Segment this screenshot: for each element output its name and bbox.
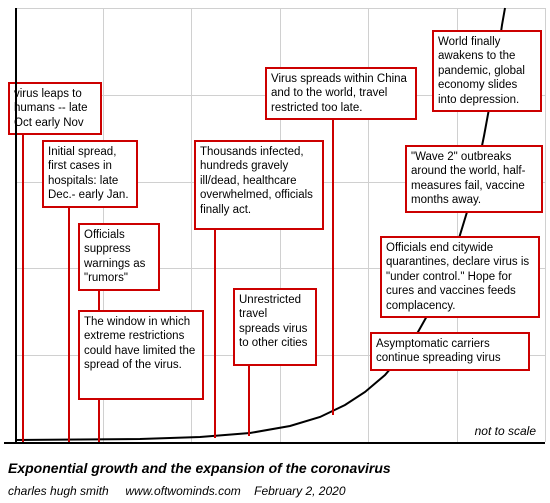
chart-container: virus leaps to humans -- late Oct early … — [0, 0, 550, 503]
connector-unrestricted-travel — [248, 366, 250, 436]
annotation-window-restrictions: The window in which extreme restrictions… — [78, 310, 204, 400]
annotation-officials-end-quarantines: Officials end citywide quarantines, decl… — [380, 236, 540, 318]
annotation-initial-spread: Initial spread, first cases in hospitals… — [42, 140, 138, 208]
annotation-asymptomatic-carriers: Asymptomatic carriers continue spreading… — [370, 332, 530, 371]
chart-credit: charles hugh smith www.oftwominds.com Fe… — [8, 484, 346, 498]
annotation-officials-suppress: Officials suppress warnings as "rumors" — [78, 223, 160, 291]
y-axis — [15, 8, 17, 444]
x-axis — [4, 442, 545, 444]
connector-initial-spread — [68, 200, 70, 442]
scale-note: not to scale — [475, 424, 536, 438]
annotation-thousands-infected: Thousands infected, hundreds gravely ill… — [194, 140, 324, 230]
credit-author: charles hugh smith — [8, 484, 109, 498]
credit-date: February 2, 2020 — [254, 484, 345, 498]
connector-virus-leaps — [22, 126, 24, 442]
connector-virus-spreads-china — [332, 115, 334, 415]
connector-thousands-infected — [214, 230, 216, 438]
chart-title: Exponential growth and the expansion of … — [8, 460, 391, 476]
credit-site: www.oftwominds.com — [125, 484, 240, 498]
annotation-wave-2: "Wave 2" outbreaks around the world, hal… — [405, 145, 543, 213]
annotation-virus-leaps: virus leaps to humans -- late Oct early … — [8, 82, 102, 135]
annotation-unrestricted-travel: Unrestricted travel spreads virus to oth… — [233, 288, 317, 366]
annotation-world-awakens: World finally awakens to the pandemic, g… — [432, 30, 542, 112]
annotation-virus-spreads-china: Virus spreads within China and to the wo… — [265, 67, 417, 120]
